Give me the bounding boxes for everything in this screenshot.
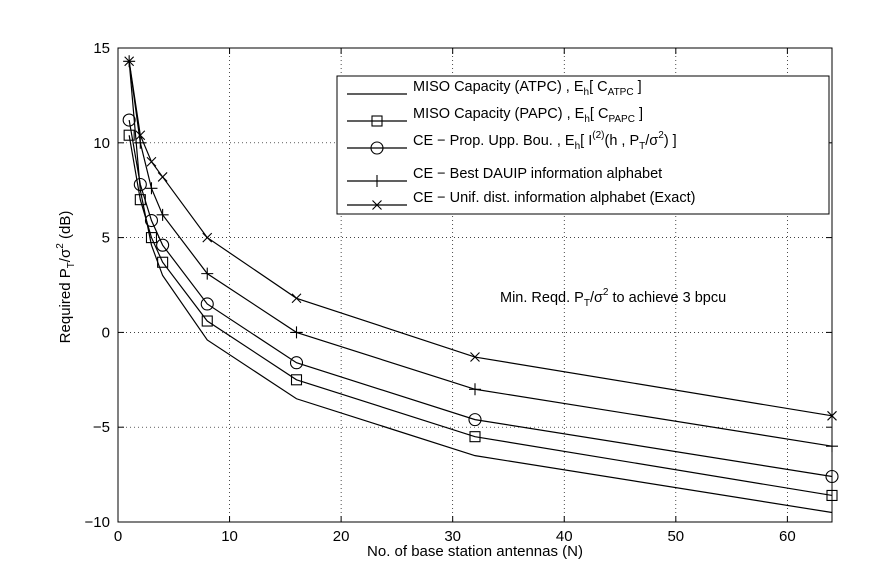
data-point-prop-upper-bound — [133, 177, 147, 192]
legend-entry-prop-upper-bound: CE − Prop. Upp. Bou. , Eh[ I(2)(h , PT/σ… — [413, 130, 677, 152]
annotation-pre: Min. Reqd. P — [500, 290, 584, 306]
data-point-papc — [123, 129, 135, 141]
series-line-unif-dist — [128, 61, 833, 417]
legend-2-sub: h — [575, 141, 581, 152]
x-tick-label: 60 — [779, 528, 796, 545]
y-tick-label: −5 — [93, 419, 110, 436]
series-best-dauip — [123, 55, 838, 453]
annotation-mid: /σ — [590, 290, 603, 306]
data-point-unif-dist — [135, 130, 146, 141]
legend-2-main: CE − Prop. Upp. Bou. , E — [413, 133, 575, 149]
data-point-unif-dist — [157, 172, 168, 182]
data-point-best-dauip — [290, 326, 303, 339]
legend-4-main: CE − Unif. dist. information alphabet (E… — [413, 190, 695, 206]
annotation-sub: T — [584, 298, 590, 309]
y-axis-label-tail: (dB) — [57, 211, 74, 244]
y-tick-label: 0 — [102, 324, 110, 341]
legend-sample-marker-papc — [371, 115, 383, 127]
data-point-papc — [201, 315, 213, 327]
legend-2-sup: (2) — [592, 130, 604, 141]
legend-1-sub2: PAPC — [608, 114, 635, 125]
y-tick-label: 10 — [93, 135, 110, 152]
data-point-unif-dist — [124, 56, 135, 67]
legend: MISO Capacity (ATPC) , Eh[ CATPC ] MISO … — [336, 75, 830, 215]
legend-sample-marker-prop-upper-bound — [370, 141, 384, 155]
legend-sample-marker-unif-dist — [372, 200, 382, 210]
x-axis-label: No. of base station antennas (N) — [367, 543, 583, 560]
legend-2-sup2: 2 — [658, 130, 664, 141]
y-axis-label-mid: /σ — [57, 248, 74, 262]
legend-3-main: CE − Best DAUIP information alphabet — [413, 166, 662, 182]
legend-1-rest: [ C — [590, 106, 609, 122]
x-tick-label: 50 — [667, 528, 684, 545]
legend-0-sub2: ATPC — [608, 87, 634, 98]
legend-1-main: MISO Capacity (PAPC) , E — [413, 106, 585, 122]
chart-annotation: Min. Reqd. PT/σ2 to achieve 3 bpcu — [500, 287, 726, 309]
x-tick-label: 40 — [556, 528, 573, 545]
legend-0-end: ] — [634, 79, 642, 95]
data-point-papc — [469, 431, 481, 443]
series-prop-upper-bound — [122, 113, 839, 484]
annotation-post: to achieve 3 bpcu — [608, 290, 726, 306]
y-axis-label-sup: 2 — [55, 243, 66, 249]
plot-frame — [117, 47, 833, 523]
data-point-best-dauip — [156, 208, 169, 221]
legend-sample-marker-best-dauip — [371, 175, 383, 187]
data-point-unif-dist — [291, 293, 302, 304]
legend-1-end: ] — [635, 106, 643, 122]
x-tick-label: 20 — [333, 528, 350, 545]
data-point-unif-dist — [146, 156, 157, 167]
legend-2-rest: [ I — [580, 133, 592, 149]
data-point-unif-dist — [202, 232, 213, 243]
x-tick-label: 10 — [221, 528, 238, 545]
series-line-best-dauip — [128, 61, 833, 447]
data-point-prop-upper-bound — [200, 297, 214, 311]
x-tick-label: 30 — [444, 528, 461, 545]
data-point-prop-upper-bound — [122, 113, 136, 127]
series-line-papc — [128, 135, 833, 497]
y-tick-label: −10 — [85, 514, 110, 531]
y-axis-label-main: Required P — [57, 268, 74, 343]
legend-entry-papc: MISO Capacity (PAPC) , Eh[ CPAPC ] — [413, 106, 643, 125]
legend-entry-best-dauip: CE − Best DAUIP information alphabet — [413, 166, 662, 182]
series-group — [122, 55, 839, 514]
legend-box — [336, 75, 830, 215]
data-point-papc — [157, 256, 169, 268]
legend-2-rest3: /σ — [645, 133, 658, 149]
data-point-best-dauip — [134, 136, 147, 149]
data-point-best-dauip — [469, 383, 481, 396]
y-axis-label-sub: T — [66, 262, 77, 268]
annotation-sup: 2 — [603, 287, 609, 298]
legend-entry-atpc: MISO Capacity (ATPC) , Eh[ CATPC ] — [413, 79, 642, 98]
y-axis-label: Required PT/σ2 (dB) — [55, 211, 77, 344]
data-point-prop-upper-bound — [468, 413, 482, 427]
ticks: 0 10 20 30 40 50 60 −10 −5 0 5 10 15 — [85, 40, 832, 545]
data-point-unif-dist — [470, 352, 480, 362]
data-point-papc — [145, 232, 158, 244]
data-point-best-dauip — [201, 267, 214, 280]
legend-2-sub3: T — [639, 141, 645, 152]
legend-0-main: MISO Capacity (ATPC) , E — [413, 79, 584, 95]
series-line-atpc — [128, 61, 833, 514]
legend-0-sub: h — [584, 87, 590, 98]
legend-samples — [347, 93, 407, 210]
data-point-best-dauip — [145, 182, 158, 195]
legend-0-rest: [ C — [589, 79, 608, 95]
data-point-prop-upper-bound — [289, 356, 304, 370]
data-point-papc — [290, 374, 303, 386]
legend-2-end: ) ] — [664, 133, 677, 149]
series-atpc — [128, 61, 833, 514]
legend-1-sub: h — [584, 114, 590, 125]
legend-entry-unif-dist: CE − Unif. dist. information alphabet (E… — [413, 190, 695, 206]
data-point-prop-upper-bound — [156, 238, 170, 252]
legend-2-rest2: (h , P — [605, 133, 640, 149]
x-tick-label: 0 — [114, 528, 122, 545]
y-tick-label: 15 — [93, 40, 110, 57]
y-tick-label: 5 — [102, 230, 110, 247]
data-point-prop-upper-bound — [144, 213, 159, 228]
